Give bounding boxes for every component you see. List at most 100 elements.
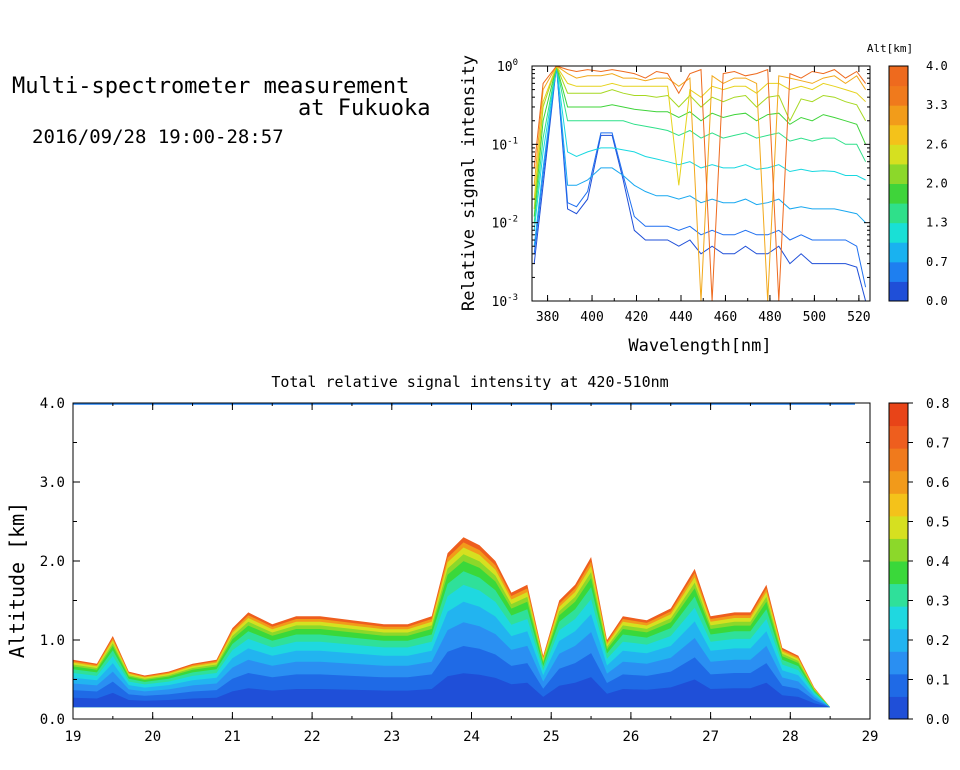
intensity-colorbar-segment xyxy=(889,696,908,720)
intensity-colorbar-tick-label: 0.5 xyxy=(926,516,949,531)
spectrum-line-0.7km xyxy=(533,66,866,247)
spectrum-line-1km xyxy=(533,66,866,231)
altitude-colorbar-segment xyxy=(889,222,908,243)
heatmap-ytick-label: 2.0 xyxy=(40,554,65,570)
heatmap-xtick-label: 28 xyxy=(782,729,799,745)
altitude-colorbar-segment xyxy=(889,85,908,106)
intensity-colorbar-segment xyxy=(889,673,908,697)
heatmap-ytick-label: 1.0 xyxy=(40,633,65,649)
altitude-colorbar-tick-label: 4.0 xyxy=(926,59,948,73)
spectrum-xtick-label: 400 xyxy=(580,310,603,325)
altitude-colorbar-segment xyxy=(889,124,908,145)
altitude-colorbar-label: Alt[km] xyxy=(867,42,913,55)
spectrum-ytick-label: 10-2 xyxy=(492,215,519,232)
heatmap-xtick-label: 29 xyxy=(862,729,879,745)
intensity-colorbar-segment xyxy=(889,538,908,562)
intensity-colorbar-tick-label: 0.6 xyxy=(926,476,949,491)
title-line-1: Multi-spectrometer measurement xyxy=(12,74,410,99)
intensity-colorbar-segment xyxy=(889,470,908,494)
altitude-colorbar-segment xyxy=(889,163,908,184)
heatmap-xtick-label: 27 xyxy=(702,729,719,745)
altitude-colorbar: Alt[km] 0.0 0.7 1.3 2.0 2.6 3.3 4.0 xyxy=(867,42,948,308)
intensity-colorbar-segment xyxy=(889,583,908,607)
spectrum-line-2km xyxy=(533,66,867,217)
spectrum-ytick-label: 10-3 xyxy=(492,293,519,310)
altitude-colorbar-tick-label: 0.0 xyxy=(926,294,948,308)
intensity-colorbar-segment xyxy=(889,493,908,517)
altitude-colorbar-segment xyxy=(889,105,908,126)
spectrum-ytick-exponent: -2 xyxy=(507,215,518,225)
heatmap-xtick-label: 23 xyxy=(383,729,400,745)
intensity-heatmap: 19 20 21 22 23 24 25 26 27 28 29 0.0 1.0 2.0 3.0 4.0 Al… xyxy=(5,396,878,745)
heatmap-xtick-label: 20 xyxy=(144,729,161,745)
altitude-colorbar-segment xyxy=(889,203,908,224)
intensity-colorbar-tick-label: 0.0 xyxy=(926,713,949,728)
altitude-colorbar-segment xyxy=(889,144,908,165)
heatmap-axes: 19 20 21 22 23 24 25 26 27 28 29 0.0 1.0 2.0 3.0 4.0 xyxy=(40,396,879,745)
heatmap-xtick-label: 25 xyxy=(543,729,560,745)
altitude-colorbar-tick-label: 2.0 xyxy=(926,177,948,191)
spectrum-xtick-label: 500 xyxy=(803,310,826,325)
intensity-colorbar-tick-label: 0.4 xyxy=(926,555,950,570)
heatmap-contour-band xyxy=(73,673,831,708)
altitude-colorbar-frame xyxy=(888,65,909,302)
spectrum-xtick-label: 460 xyxy=(714,310,737,325)
heatmap-ylabel: Altitude [km] xyxy=(5,502,29,659)
date-range: 2016/09/28 19:00-28:57 xyxy=(32,126,284,148)
spectrum-line-0.35km xyxy=(533,66,867,288)
heatmap-title: Total relative signal intensity at 420-5… xyxy=(271,373,668,391)
heatmap-xtick-label: 19 xyxy=(65,729,82,745)
intensity-colorbar-segment xyxy=(889,515,908,539)
heatmap-field xyxy=(73,403,855,708)
spectrum-line-2.5km xyxy=(533,66,867,209)
spectrum-xtick-label: 440 xyxy=(669,310,692,325)
intensity-colorbar-segment xyxy=(889,628,908,652)
intensity-colorbar-segment xyxy=(889,403,908,427)
spectrum-xlabel: Wavelength[nm] xyxy=(628,336,771,356)
intensity-colorbar-tick-label: 0.2 xyxy=(926,634,949,649)
spectrum-chart: 380 400 420 440 460 480 500 52010-310-210-1100 … xyxy=(459,55,871,356)
title-line-2: at Fukuoka xyxy=(298,96,431,121)
intensity-colorbar-tick-label: 0.7 xyxy=(926,437,949,452)
intensity-colorbar-segment xyxy=(889,561,908,585)
spectrum-lines xyxy=(533,66,867,301)
intensity-colorbar-tick-label: 0.8 xyxy=(926,397,949,412)
spectrum-line-3.5km xyxy=(533,66,867,301)
intensity-colorbar-tick-label: 0.1 xyxy=(926,674,949,689)
heatmap-ytick-label: 3.0 xyxy=(40,475,65,491)
altitude-colorbar-segment xyxy=(889,281,908,302)
spectrum-ylabel: Relative signal intensity xyxy=(459,55,479,311)
spectrum-ytick-exponent: -3 xyxy=(507,293,518,303)
spectrum-plot-frame xyxy=(531,65,871,302)
altitude-colorbar-segment xyxy=(889,242,908,263)
altitude-colorbar-tick-label: 0.7 xyxy=(926,255,948,269)
intensity-colorbar-segment xyxy=(889,425,908,449)
spectrum-xtick-label: 520 xyxy=(847,310,870,325)
intensity-colorbar-tick-label: 0.3 xyxy=(926,595,949,610)
altitude-colorbar-tick-label: 2.6 xyxy=(926,137,948,151)
altitude-colorbar-segment xyxy=(889,66,908,87)
heatmap-xtick-label: 21 xyxy=(224,729,241,745)
spectrum-xtick-label: 480 xyxy=(758,310,781,325)
spectrum-line-0km xyxy=(533,66,867,301)
altitude-colorbar-tick-label: 3.3 xyxy=(926,98,948,112)
heatmap-xtick-label: 26 xyxy=(622,729,639,745)
spectrum-ytick-label: 100 xyxy=(497,58,518,75)
altitude-colorbar-segment xyxy=(889,183,908,204)
heatmap-xtick-label: 22 xyxy=(304,729,321,745)
intensity-colorbar: 0.0 0.1 0.2 0.3 0.4 0.5 0.6 0.7 0.8 xyxy=(888,397,950,728)
heatmap-xtick-label: 24 xyxy=(463,729,480,745)
spectrum-xtick-label: 420 xyxy=(625,310,648,325)
intensity-colorbar-segment xyxy=(889,651,908,675)
spectrum-line-4km xyxy=(533,66,867,301)
altitude-colorbar-segment xyxy=(889,261,908,282)
spectrum-ytick-exponent: 0 xyxy=(513,58,518,68)
spectrum-ytick-label: 10-1 xyxy=(492,136,519,153)
spectrum-axes: 380 400 420 440 460 480 500 520 10-3 10-2 10-1 100 xyxy=(492,58,871,325)
spectrum-line-1.5km xyxy=(533,66,867,223)
altitude-colorbar-tick-label: 1.3 xyxy=(926,216,948,230)
spectrum-ytick-exponent: -1 xyxy=(507,136,518,146)
spectrum-line-3km xyxy=(533,66,866,200)
spectrum-xtick-label: 380 xyxy=(536,310,559,325)
